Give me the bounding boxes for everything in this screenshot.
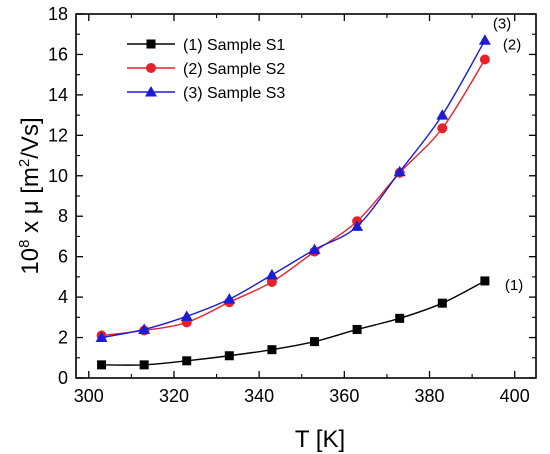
series-3 (95, 34, 491, 343)
series-line (101, 280, 486, 366)
y-axis-title: 108 x μ [m2/Vs] (16, 117, 44, 274)
series-1 (97, 276, 490, 370)
legend-marker (145, 86, 157, 97)
data-point (138, 323, 151, 334)
data-point (308, 243, 321, 255)
y-tick-label: 0 (58, 368, 68, 388)
data-point (223, 293, 236, 304)
y-axis: 0 2 4 6 8 10 12 14 16 18 (48, 4, 536, 388)
legend-item-2: (2) Sample S2 (127, 61, 285, 78)
x-tick-label: 300 (74, 386, 104, 406)
data-point (436, 109, 449, 120)
data-point (351, 220, 364, 231)
end-label-3: (3) (493, 15, 511, 32)
legend-item-3: (3) Sample S3 (127, 85, 285, 102)
legend-label: (2) Sample S2 (183, 61, 285, 78)
x-tick-label: 340 (244, 386, 274, 406)
series-2 (96, 54, 490, 341)
x-tick-label: 400 (500, 386, 530, 406)
series-line (101, 39, 486, 339)
x-axis-title: T [K] (295, 426, 345, 453)
data-point (480, 276, 490, 286)
data-point (478, 34, 491, 45)
data-point (97, 360, 107, 370)
series-layer (95, 34, 491, 370)
data-point (393, 165, 406, 177)
y-tick-label: 4 (58, 287, 68, 307)
data-point (95, 331, 108, 343)
y-tick-label: 14 (48, 85, 68, 105)
data-point (310, 337, 320, 347)
y-tick-label: 10 (48, 166, 68, 186)
data-point (180, 310, 193, 321)
y-tick-label: 18 (48, 4, 68, 24)
data-point (437, 298, 447, 308)
legend-marker (146, 39, 156, 49)
x-tick-label: 380 (414, 386, 444, 406)
y-tick-label: 6 (58, 247, 68, 267)
end-labels: (1) (2) (3) (493, 15, 523, 294)
data-point (437, 123, 448, 134)
legend-marker (146, 63, 156, 73)
end-label-2: (2) (503, 37, 521, 54)
end-label-1: (1) (505, 277, 523, 294)
x-tick-label: 360 (329, 386, 359, 406)
x-axis: 300 320 340 360 380 400 (74, 14, 530, 406)
y-tick-label: 12 (48, 125, 68, 145)
y-tick-label: 16 (48, 44, 68, 64)
legend-label: (1) Sample S1 (183, 37, 285, 54)
data-point (479, 54, 490, 65)
data-point (395, 313, 405, 323)
data-point (224, 351, 234, 361)
series-line (101, 59, 486, 337)
data-point (352, 324, 362, 334)
data-point (139, 360, 149, 370)
legend: (1) Sample S1 (2) Sample S2 (3) Sample S3 (127, 37, 285, 102)
data-point (266, 276, 277, 287)
y-tick-label: 8 (58, 206, 68, 226)
data-point (182, 356, 192, 366)
x-tick-label: 320 (159, 386, 189, 406)
legend-item-1: (1) Sample S1 (127, 37, 285, 54)
legend-label: (3) Sample S3 (183, 85, 285, 102)
data-point (267, 345, 277, 355)
y-tick-label: 2 (58, 328, 68, 348)
data-point (265, 268, 278, 280)
